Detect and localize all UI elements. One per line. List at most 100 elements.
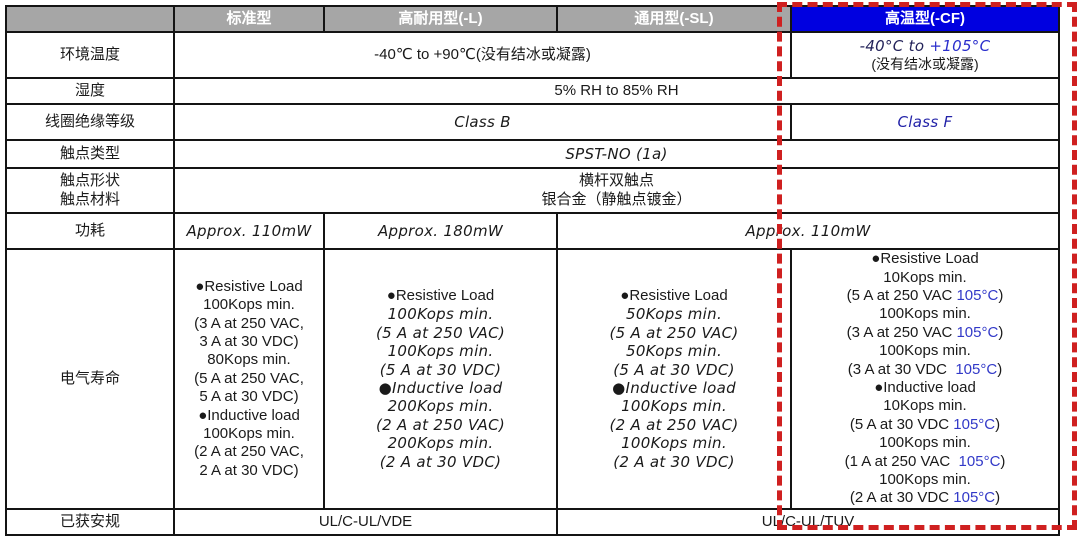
life-line: 100Kops min. xyxy=(203,425,295,443)
contact-form-material-row: 触点形状 触点材料 横杆双触点 银合金（静触点镀金） xyxy=(5,167,1060,214)
life-line: 100Kops min. xyxy=(879,305,971,323)
life-line: (5 A at 250 VAC, xyxy=(194,369,304,387)
power-durable-value: Approx. 180mW xyxy=(323,212,558,250)
life-line: ●Resistive Load xyxy=(620,286,728,304)
life-line: 100Kops min. xyxy=(387,305,494,324)
ambient-cf-temp-max: +105°C xyxy=(929,36,991,55)
life-line: (2 A at 250 VAC, xyxy=(194,443,304,461)
life-line: (5 A at 30 VDC) xyxy=(379,360,502,379)
ambient-cf-temp-range: -40°C to xyxy=(859,36,930,55)
life-line: ●Inductive load xyxy=(874,379,976,396)
life-lines-container: ●Resistive Load 10Kops min. (5 A at 250 VA… xyxy=(796,250,1054,507)
life-line: 100Kops min. xyxy=(879,342,971,360)
life-line: 100Kops min. xyxy=(387,342,494,361)
life-line: 100Kops min. xyxy=(621,434,727,453)
life-line: 100Kops min. xyxy=(879,434,971,452)
humidity-row: 湿度 5% RH to 85% RH xyxy=(5,77,1060,105)
contact-form-label-line1: 触点形状 xyxy=(59,171,120,189)
life-line: 5 A at 30 VDC) xyxy=(199,388,299,406)
approvals-row: 已获安规 UL/C-UL/VDE UL/C-UL/TUV xyxy=(5,508,1060,536)
header-row: 标准型 高耐用型(-L) 通用型(-SL) 高温型(-CF) xyxy=(5,5,1060,33)
humidity-value: 5% RH to 85% RH xyxy=(173,77,1060,105)
life-high-temp-cell: ●Resistive Load 10Kops min. (5 A at 250 VA… xyxy=(790,248,1060,510)
life-line: 10Kops min. xyxy=(883,268,967,286)
life-line: (1 A at 250 VAC 105°C) xyxy=(844,452,1006,470)
life-line-temp-highlight: 105°C xyxy=(956,286,999,304)
contact-form-value: 横杆双触点 银合金（静触点镀金） xyxy=(173,167,1060,214)
life-line: 100Kops min. xyxy=(203,296,295,314)
life-lines-container: ●Resistive Load 100Kops min. (5 A at 250 V… xyxy=(329,287,552,471)
life-line: (2 A at 30 VDC 105°C) xyxy=(849,489,1001,507)
life-line: 2 A at 30 VDC) xyxy=(199,461,299,479)
contact-form-value-line1: 横杆双触点 xyxy=(578,171,654,189)
life-line: (3 A at 30 VDC 105°C) xyxy=(847,360,1003,378)
life-line-temp-highlight: 105°C xyxy=(956,323,999,341)
row-label-coil-insulation: 线圈绝缘等级 xyxy=(5,103,175,141)
column-header-general: 通用型(-SL) xyxy=(556,5,792,33)
life-line: (2 A at 250 VAC) xyxy=(375,415,506,434)
coil-cf-value: Class F xyxy=(790,103,1060,141)
power-standard-value: Approx. 110mW xyxy=(173,212,325,250)
life-line-temp-highlight: 105°C xyxy=(953,415,996,433)
row-label-contact-form: 触点形状 触点材料 xyxy=(5,167,175,214)
coil-standard-value: Class B xyxy=(173,103,792,141)
life-line: (5 A at 250 VAC) xyxy=(375,323,506,342)
row-label-contact-type: 触点类型 xyxy=(5,139,175,169)
ambient-standard-value: -40℃ to +90℃(没有结冰或凝露) xyxy=(173,31,792,79)
row-label-electrical-life: 电气寿命 xyxy=(5,248,175,510)
life-line: 50Kops min. xyxy=(625,305,723,324)
column-header-high-temp: 高温型(-CF) xyxy=(790,5,1060,33)
electrical-life-row: 电气寿命 ●Resistive Load 100Kops min. (3 A at … xyxy=(5,248,1060,510)
life-lines-container: ●Resistive Load 100Kops min. (3 A at 250 V… xyxy=(179,278,319,480)
row-label-ambient: 环境温度 xyxy=(5,31,175,79)
life-line: ●Inductive load xyxy=(612,379,736,397)
contact-form-value-line2: 银合金（静触点镀金） xyxy=(541,190,692,208)
column-header-standard: 标准型 xyxy=(173,5,325,33)
life-standard-cell: ●Resistive Load 100Kops min. (3 A at 250 V… xyxy=(173,248,325,510)
power-consumption-row: 功耗 Approx. 110mW Approx. 180mW Approx. 1… xyxy=(5,212,1060,250)
approvals-left-value: UL/C-UL/VDE xyxy=(173,508,558,536)
life-line: 100Kops min. xyxy=(879,471,971,489)
row-label-humidity: 湿度 xyxy=(5,77,175,105)
life-line-temp-highlight: 105°C xyxy=(953,489,996,507)
life-line: ●Inductive load xyxy=(198,406,300,424)
life-general-cell: ●Resistive Load 50Kops min. (5 A at 250 VA… xyxy=(556,248,792,510)
coil-insulation-row: 线圈绝缘等级 Class B Class F xyxy=(5,103,1060,141)
life-line: (5 A at 250 VAC 105°C) xyxy=(846,286,1004,304)
life-line-temp-highlight: 105°C xyxy=(958,452,1001,470)
approvals-right-value: UL/C-UL/TUV xyxy=(556,508,1060,536)
relay-spec-table-wrap: 标准型 高耐用型(-L) 通用型(-SL) 高温型(-CF) 环境温度 -40℃… xyxy=(5,5,1060,536)
life-line: 10Kops min. xyxy=(883,397,967,415)
life-line-temp-highlight: 105°C xyxy=(955,360,998,378)
life-durable-cell: ●Resistive Load 100Kops min. (5 A at 250 V… xyxy=(323,248,558,510)
contact-type-row: 触点类型 SPST-NO (1a) xyxy=(5,139,1060,169)
corner-cell xyxy=(5,5,175,33)
life-line: 50Kops min. xyxy=(625,342,723,361)
life-line: 100Kops min. xyxy=(621,397,727,416)
life-line: (2 A at 30 VDC) xyxy=(613,452,735,471)
life-line: (3 A at 250 VAC, xyxy=(194,314,304,332)
life-line: (3 A at 250 VAC 105°C) xyxy=(846,323,1004,341)
row-label-approvals: 已获安规 xyxy=(5,508,175,536)
life-lines-container: ●Resistive Load 50Kops min. (5 A at 250 VA… xyxy=(562,287,786,471)
life-line: ●Resistive Load xyxy=(386,286,495,304)
life-line: ●Inductive load xyxy=(378,379,503,397)
life-line: 200Kops min. xyxy=(387,434,494,453)
column-header-durable: 高耐用型(-L) xyxy=(323,5,558,33)
life-line: 80Kops min. xyxy=(207,351,291,369)
life-line: ●Resistive Load xyxy=(871,250,979,268)
ambient-cf-note: (没有结冰或凝露) xyxy=(871,55,979,72)
ambient-cf-value: -40°C to +105°C (没有结冰或凝露) xyxy=(790,31,1060,79)
life-line: (2 A at 30 VDC) xyxy=(379,452,502,471)
contact-form-label-line2: 触点材料 xyxy=(59,190,120,208)
life-line: (5 A at 250 VAC) xyxy=(609,323,739,342)
life-line: (5 A at 30 VDC 105°C) xyxy=(849,415,1001,433)
relay-spec-table: 标准型 高耐用型(-L) 通用型(-SL) 高温型(-CF) 环境温度 -40℃… xyxy=(5,5,1060,536)
life-line: (2 A at 250 VAC) xyxy=(609,415,739,434)
row-label-power: 功耗 xyxy=(5,212,175,250)
life-line: 3 A at 30 VDC) xyxy=(199,332,299,350)
ambient-temperature-row: 环境温度 -40℃ to +90℃(没有结冰或凝露) -40°C to +105… xyxy=(5,31,1060,79)
contact-type-value: SPST-NO (1a) xyxy=(173,139,1060,169)
life-line: 200Kops min. xyxy=(387,397,494,416)
power-general-cf-value: Approx. 110mW xyxy=(556,212,1060,250)
